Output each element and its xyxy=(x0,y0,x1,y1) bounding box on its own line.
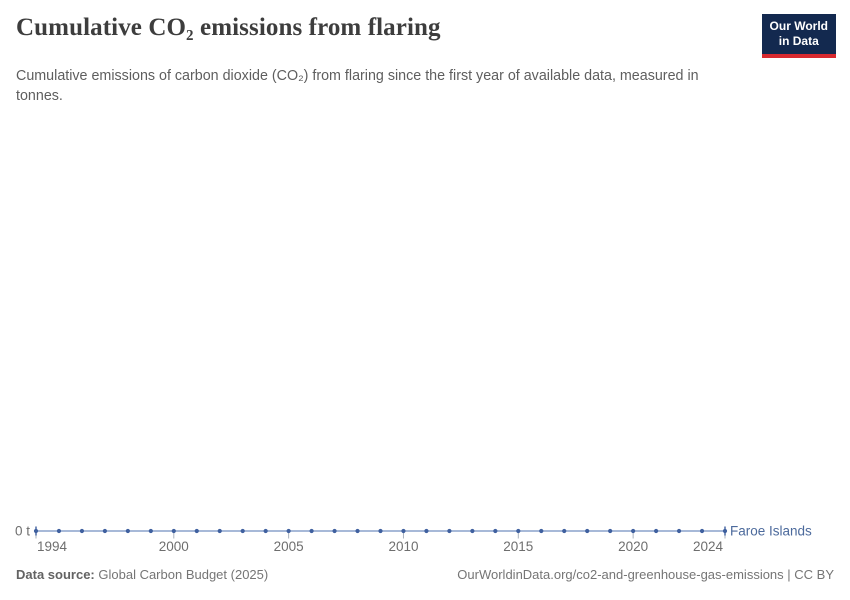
entity-label-faroe-islands[interactable]: Faroe Islands xyxy=(730,524,812,539)
data-point-marker[interactable] xyxy=(699,528,705,534)
data-point-marker[interactable] xyxy=(562,528,567,534)
data-point-marker[interactable] xyxy=(332,528,337,534)
data-point-marker[interactable] xyxy=(56,528,62,534)
data-point-marker[interactable] xyxy=(539,528,544,534)
x-tick-label: 2005 xyxy=(274,539,304,554)
chart-footer: Data source: Global Carbon Budget (2025)… xyxy=(16,567,834,582)
data-point-marker[interactable] xyxy=(240,528,245,534)
x-tick-label: 2010 xyxy=(388,539,418,554)
data-point-marker[interactable] xyxy=(470,528,475,534)
x-tick-label: 1994 xyxy=(37,539,68,554)
data-point-marker[interactable] xyxy=(148,528,153,534)
data-point-marker[interactable] xyxy=(447,528,452,534)
data-point-marker[interactable] xyxy=(79,528,85,534)
data-point-marker[interactable] xyxy=(631,528,636,534)
data-point-marker[interactable] xyxy=(194,528,199,534)
data-point-marker[interactable] xyxy=(585,528,590,534)
page-title: Cumulative CO₂ emissions from flaring xyxy=(16,14,441,41)
owid-logo-line1: Our World xyxy=(769,19,828,33)
data-source-note: Data source: Global Carbon Budget (2025) xyxy=(16,567,268,582)
chart-subtitle: Cumulative emissions of carbon dioxide (… xyxy=(16,67,699,104)
data-point-marker[interactable] xyxy=(654,528,659,534)
chart-header: Cumulative CO₂ emissions from flaring Ou… xyxy=(0,0,850,106)
x-tick-label: 2024 xyxy=(693,539,724,554)
attribution-link[interactable]: OurWorldinData.org/co2-and-greenhouse-ga… xyxy=(457,567,834,582)
y-axis-zero-label: 0 t xyxy=(15,524,30,539)
data-point-marker[interactable] xyxy=(378,528,383,534)
data-point-marker[interactable] xyxy=(424,528,429,534)
data-source-label: Data source: xyxy=(16,567,95,582)
data-point-marker[interactable] xyxy=(171,528,176,534)
x-tick-label: 2020 xyxy=(618,539,648,554)
data-point-marker[interactable] xyxy=(493,528,498,534)
owid-logo-line2: in Data xyxy=(778,34,819,49)
data-point-marker[interactable] xyxy=(676,528,682,534)
owid-logo[interactable]: Our World in Data xyxy=(761,14,836,58)
data-point-marker[interactable] xyxy=(516,528,521,534)
data-point-marker[interactable] xyxy=(217,528,222,534)
data-point-marker[interactable] xyxy=(355,528,360,534)
data-point-marker[interactable] xyxy=(286,528,291,534)
data-point-marker[interactable] xyxy=(125,528,130,534)
x-tick-label: 2000 xyxy=(159,539,189,554)
x-tick-label: 2015 xyxy=(503,539,533,554)
data-point-marker[interactable] xyxy=(309,528,314,534)
data-point-marker[interactable] xyxy=(263,528,268,534)
data-source-value: Global Carbon Budget (2025) xyxy=(98,567,269,582)
data-point-marker[interactable] xyxy=(102,528,107,534)
data-point-marker[interactable] xyxy=(401,528,406,534)
title-row: Cumulative CO₂ emissions from flaring Ou… xyxy=(16,14,836,58)
data-point-marker[interactable] xyxy=(608,528,613,534)
